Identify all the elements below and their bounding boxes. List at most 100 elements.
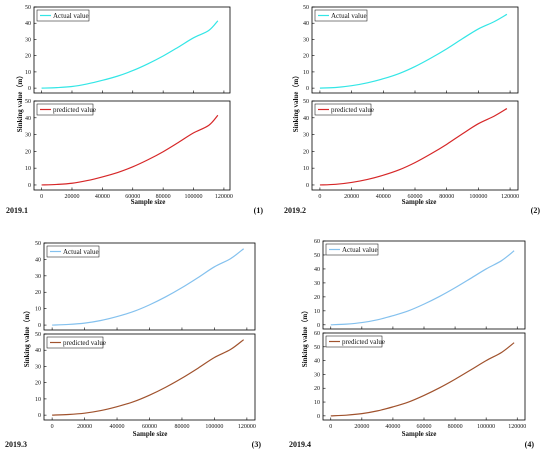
y-tick-label: 0 [306,183,309,189]
y-tick-label: 40 [35,348,41,354]
y-tick-label: 50 [35,241,41,247]
x-axis-label: Sample size [133,430,168,438]
y-tick-label: 50 [314,253,320,259]
y-axis-label: Sinking value（m） [301,307,309,368]
x-axis-label: Sample size [402,198,437,206]
legend-box [314,9,368,22]
y-tick-label: 10 [314,400,320,406]
y-tick-label: 60 [314,239,320,245]
legend-box [36,103,94,116]
x-tick-label: 20000 [354,424,369,430]
x-tick-label: 120000 [238,424,256,430]
legend-label: Actual value [53,12,89,20]
subplot-3-predicted: 0 10 20 30 40 50 0 20000 40000 60000 80000 100000 12… [35,332,256,430]
y-tick-label: 50 [303,5,309,11]
legend-box [46,336,104,349]
plot-frame [33,100,231,191]
panel-date-label: 2019.3 [5,440,27,449]
y-axis-label: Sinking value（m） [292,72,300,133]
y-tick-label: 30 [314,372,320,378]
x-tick-label: 60000 [408,194,423,200]
series-line-actual-value [52,248,245,326]
subplot-2-actual: 0 10 20 30 40 50 Actual value [303,5,519,94]
series-line-predicted-value [330,342,515,417]
legend-label: predicted value [342,338,385,346]
y-tick-label: 50 [314,345,320,351]
y-axis-label: Sinking value（m） [23,307,31,368]
y-tick-label: 20 [303,54,309,60]
x-tick-label: 80000 [174,424,189,430]
y-tick-label: 50 [303,99,309,105]
panel-date-label: 2019.1 [6,206,28,215]
legend-label: Actual value [331,12,367,20]
x-axis-label: Sample size [402,430,437,438]
y-tick-label: 20 [35,290,41,296]
y-tick-label: 30 [303,37,309,43]
x-tick-label: 40000 [385,424,400,430]
y-tick-label: 10 [303,166,309,172]
y-tick-label: 20 [25,149,31,155]
panel-number-label: (4) [525,440,535,449]
y-tick-label: 20 [314,295,320,301]
x-tick-label: 100000 [205,424,223,430]
y-tick-label: 40 [303,116,309,122]
y-tick-label: 40 [25,116,31,122]
x-tick-label: 40000 [376,194,391,200]
y-tick-label: 50 [25,5,31,11]
x-tick-label: 80000 [448,424,463,430]
panel-date-label: 2019.2 [284,206,306,215]
y-tick-label: 40 [35,257,41,263]
panel-number-label: (3) [252,440,262,449]
y-tick-label: 30 [314,281,320,287]
y-tick-label: 10 [314,309,320,315]
series-line-actual-value [330,250,515,326]
y-tick-label: 40 [314,267,320,273]
y-tick-label: 60 [314,331,320,337]
subplot-4-actual: 0 10 20 30 40 50 60 Actual value [314,239,526,330]
y-tick-label: 0 [317,323,320,329]
y-tick-label: 40 [314,359,320,365]
x-tick-label: 40000 [95,194,110,200]
y-tick-label: 0 [306,86,309,92]
x-tick-label: 0 [51,424,54,430]
legend-label: Actual value [63,248,99,256]
legend-box [325,243,379,256]
y-tick-label: 20 [25,54,31,60]
legend-box [314,103,372,116]
y-tick-label: 50 [25,99,31,105]
series-line-predicted-value [52,339,245,416]
series-line-actual-value [41,20,219,89]
x-tick-label: 120000 [501,194,519,200]
legend-label: predicted value [63,339,106,347]
x-tick-label: 60000 [417,424,432,430]
x-tick-label: 80000 [439,194,454,200]
x-tick-label: 20000 [77,424,92,430]
panel-number-label: (1) [254,206,264,215]
y-tick-label: 0 [317,414,320,420]
subplot-2-predicted: 0 10 20 30 40 50 0 20000 40000 60000 80000 100000 12… [303,99,519,200]
y-tick-label: 10 [303,70,309,76]
x-tick-label: 60000 [125,194,140,200]
x-tick-label: 20000 [344,194,359,200]
legend-box [325,335,383,348]
subplot-1-actual: 0 10 20 30 40 50 Actual value [25,5,231,94]
series-line-predicted-value [41,114,219,186]
plot-frame [33,6,231,94]
x-tick-label: 100000 [185,194,203,200]
y-tick-label: 0 [38,413,41,419]
subplot-1-predicted: 0 10 20 30 40 50 0 20000 40000 60000 80000 100000 12… [25,99,233,200]
y-tick-label: 10 [25,70,31,76]
x-tick-label: 80000 [156,194,171,200]
x-tick-label: 20000 [64,194,79,200]
x-tick-label: 120000 [508,424,526,430]
y-tick-label: 10 [25,166,31,172]
y-tick-label: 30 [35,364,41,370]
x-tick-label: 40000 [110,424,125,430]
x-tick-label: 100000 [477,424,495,430]
y-tick-label: 30 [25,133,31,139]
x-tick-label: 60000 [142,424,157,430]
panel-number-label: (2) [531,206,541,215]
legend-box [46,245,100,258]
y-tick-label: 10 [35,397,41,403]
